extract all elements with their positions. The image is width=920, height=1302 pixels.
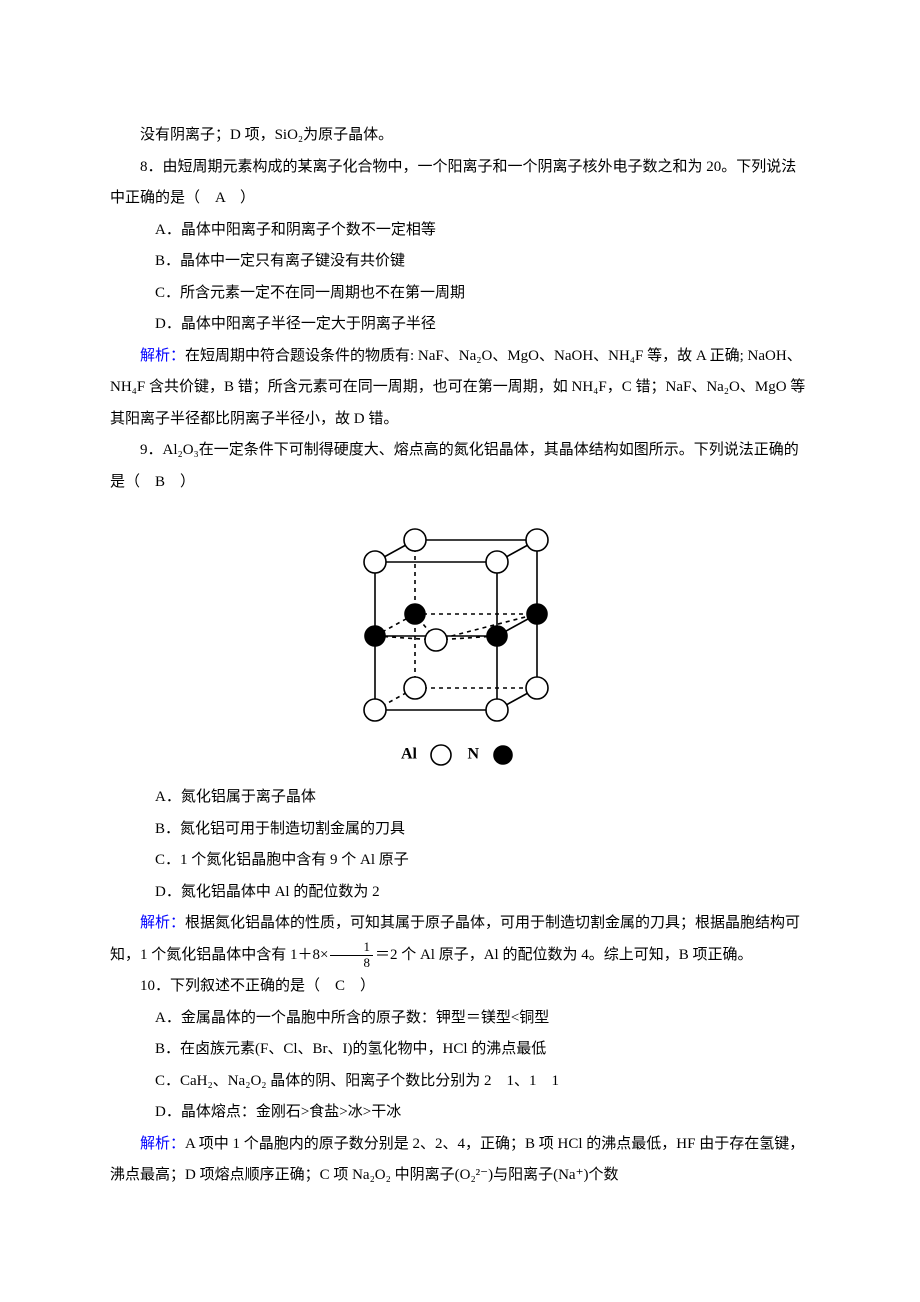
- option-9c: C．1 个氮化铝晶胞中含有 9 个 Al 原子: [110, 845, 810, 877]
- analysis-label: 解析：: [140, 1136, 185, 1152]
- fraction-num: 1: [330, 940, 373, 955]
- option-8d: D．晶体中阳离子半径一定大于阴离子半径: [110, 309, 810, 341]
- option-10d: D．晶体熔点：金刚石>食盐>冰>干冰: [110, 1097, 810, 1129]
- analysis-8-text: 在短周期中符合题设条件的物质有: NaF、Na₂O、MgO、NaOH、NH₄F …: [110, 348, 805, 427]
- analysis-9-text2: ＝2 个 Al 原子，Al 的配位数为 4。综上可知，B 项正确。: [375, 947, 753, 963]
- analysis-8: 解析：在短周期中符合题设条件的物质有: NaF、Na₂O、MgO、NaOH、NH…: [110, 341, 810, 436]
- analysis-10-text: A 项中 1 个晶胞内的原子数分别是 2、2、4，正确；B 项 HCl 的沸点最…: [110, 1136, 804, 1184]
- svg-text:Al: Al: [401, 746, 418, 763]
- question-8: 8．由短周期元素构成的某离子化合物中，一个阳离子和一个阴离子核外电子数之和为 2…: [110, 152, 810, 215]
- crystal-svg: Al N: [345, 510, 575, 770]
- analysis-9: 解析：根据氮化铝晶体的性质，可知其属于原子晶体，可用于制造切割金属的刀具；根据晶…: [110, 908, 810, 971]
- question-10: 10．下列叙述不正确的是（ C ）: [110, 971, 810, 1003]
- option-9d: D．氮化铝晶体中 Al 的配位数为 2: [110, 877, 810, 909]
- analysis-label: 解析：: [140, 915, 185, 931]
- option-8a: A．晶体中阳离子和阴离子个数不一定相等: [110, 215, 810, 247]
- svg-text:N: N: [467, 746, 479, 763]
- option-10a: A．金属晶体的一个晶胞中所含的原子数：钾型＝镁型<铜型: [110, 1003, 810, 1035]
- option-10c: C．CaH₂、Na₂O₂ 晶体的阴、阳离子个数比分别为 2 1、1 1: [110, 1066, 810, 1098]
- option-8b: B．晶体中一定只有离子键没有共价键: [110, 246, 810, 278]
- option-8c: C．所含元素一定不在同一周期也不在第一周期: [110, 278, 810, 310]
- fraction-den: 8: [330, 956, 373, 970]
- option-9b: B．氮化铝可用于制造切割金属的刀具: [110, 814, 810, 846]
- fraction: 18: [330, 940, 373, 970]
- question-9: 9．Al₂O₃在一定条件下可制得硬度大、熔点高的氮化铝晶体，其晶体结构如图所示。…: [110, 435, 810, 498]
- option-9a: A．氮化铝属于离子晶体: [110, 782, 810, 814]
- option-10b: B．在卤族元素(F、Cl、Br、I)的氢化物中，HCl 的沸点最低: [110, 1034, 810, 1066]
- crystal-figure: Al N: [110, 510, 810, 770]
- analysis-label: 解析：: [140, 348, 185, 364]
- analysis-10: 解析：A 项中 1 个晶胞内的原子数分别是 2、2、4，正确；B 项 HCl 的…: [110, 1129, 810, 1192]
- continuation-line: 没有阴离子；D 项，SiO₂为原子晶体。: [110, 120, 810, 152]
